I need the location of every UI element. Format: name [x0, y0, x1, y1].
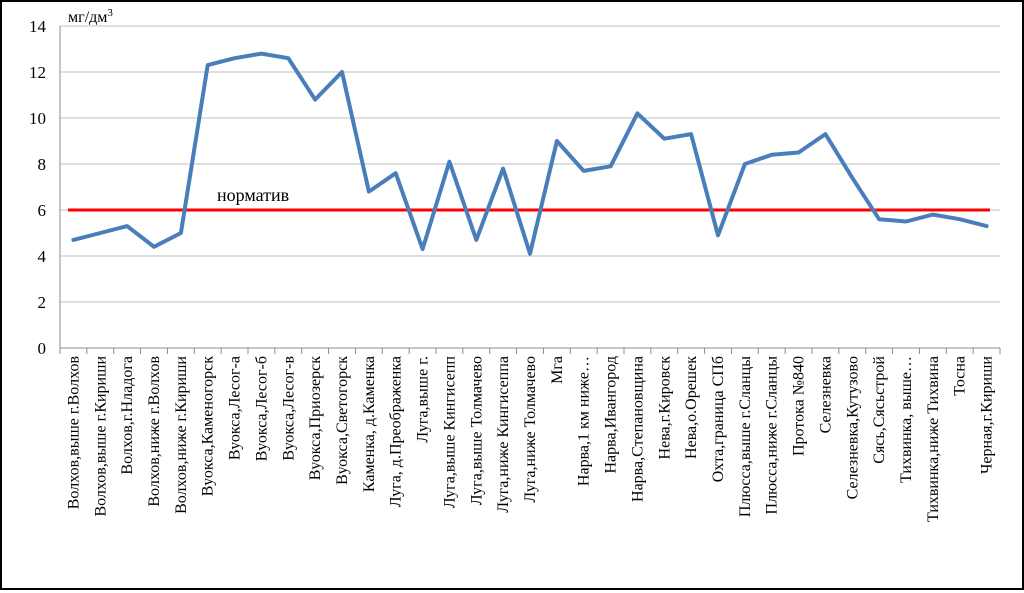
data-point [582, 169, 586, 173]
x-tick-label: Вуокса,Светогорск [334, 356, 351, 485]
x-tick-label: Нарва,Ивангород [603, 356, 620, 474]
x-tick-label: Вуокса,Каменогорск [200, 356, 217, 496]
y-tick-label: 2 [38, 293, 47, 312]
data-point [850, 176, 854, 180]
unit-label-text: мг/дм [68, 9, 107, 26]
data-point [179, 231, 183, 235]
data-point [716, 233, 720, 237]
x-tick-label: Волхов,выше г.Кириши [92, 356, 109, 517]
x-tick-label: Каменка, д.Каменка [361, 356, 378, 492]
x-tick-label: Мга [549, 356, 566, 384]
data-point [797, 151, 801, 154]
data-point [394, 171, 398, 175]
data-point [233, 56, 237, 60]
data-point [71, 238, 75, 242]
x-tick-label: Вуокса,Лесог-а [227, 356, 244, 460]
data-point [98, 231, 102, 235]
data-point [421, 247, 425, 251]
data-point [340, 70, 344, 74]
x-tick-label: Вуокса,Лесог-в [280, 356, 297, 461]
x-tick-label: Тихвинка, выше… [898, 356, 915, 483]
y-tick-label: 10 [29, 109, 46, 128]
x-tick-label: Волхов,ниже г.Волхов [146, 356, 163, 507]
x-tick-label: Луга,выше Кингисепп [441, 356, 458, 509]
x-tick-label: Нарва,1 км ниже… [576, 356, 593, 486]
y-tick-label: 12 [29, 63, 46, 82]
reference-line-label: норматив [217, 185, 289, 205]
data-point [313, 98, 317, 102]
x-tick-label: Луга,выше г. [415, 356, 432, 443]
data-point [904, 220, 908, 223]
data-point [286, 56, 290, 60]
x-tick-label: Селезневка [817, 356, 834, 433]
data-point [501, 167, 505, 171]
x-axis: Волхов,выше г.Волхов Волхов,выше г.Кириши… [59, 347, 1001, 522]
y-tick-label: 8 [38, 155, 47, 174]
y-tick-label: 0 [38, 339, 47, 358]
x-tick-label: Черная,г.Кириши [979, 356, 996, 474]
data-point [877, 217, 881, 221]
x-tick-label: Волхов,выше г.Волхов [65, 356, 82, 510]
x-tick-label: Нева,г.Кировск [656, 356, 673, 460]
x-tick-label: Селезневка,Кутузово [844, 356, 861, 499]
x-tick-label: Нарва,Степановщина [629, 356, 646, 502]
data-point [152, 245, 156, 249]
data-point [958, 217, 962, 221]
x-tick-label: Нева,о.Орешек [683, 356, 700, 459]
data-point [689, 132, 693, 136]
data-point [985, 224, 989, 228]
data-point [474, 238, 478, 242]
data-point [125, 224, 129, 228]
x-tick-label: Луга,ниже Кингисеппа [495, 356, 512, 513]
data-point [206, 63, 210, 67]
data-point [609, 164, 613, 168]
x-tick-label: Луга,выше Толмачево [468, 356, 485, 505]
x-tick-label: Плюсса,выше г.Сланцы [737, 356, 754, 517]
y-axis-unit-label: мг/дм3 [68, 7, 113, 26]
data-point [259, 52, 263, 56]
series-layer [71, 51, 989, 256]
unit-label-superscript: 3 [107, 7, 113, 19]
x-tick-label: Тихвинка,ниже Тихвина [925, 356, 942, 522]
x-tick-label: Тосна [952, 356, 969, 396]
x-tick-label: Охта,граница СПб [710, 356, 727, 482]
data-point [528, 252, 532, 256]
data-point [555, 139, 559, 143]
x-tick-label: Вуокса,Приозерск [307, 356, 324, 480]
y-axis: 0 2 4 6 8 10 12 14 [29, 17, 61, 358]
data-point [823, 132, 827, 136]
x-tick-label: Луга, д.Преображенка [388, 356, 405, 507]
data-point [635, 111, 639, 115]
series-line [71, 51, 989, 256]
data-point [770, 153, 774, 157]
data-point [931, 213, 935, 217]
data-point [367, 190, 371, 194]
data-point [662, 137, 666, 141]
y-tick-label: 6 [38, 201, 47, 220]
x-tick-label: Протока №840 [791, 356, 808, 456]
x-tick-label: Вуокса,Лесог-б [253, 356, 270, 461]
x-tick-label: Сясь,Сясьстрой [871, 356, 888, 464]
x-tick-label: Луга,ниже Толмачево [522, 356, 539, 503]
x-tick-label: Плюсса,ниже г.Сланцы [764, 356, 781, 515]
y-tick-label: 4 [38, 247, 47, 266]
data-point [447, 160, 451, 164]
x-tick-label: Волхов,ниже г.Кириши [173, 356, 190, 514]
x-tick-label: Волхов,г.Нладога [119, 356, 136, 475]
y-tick-label: 14 [29, 17, 47, 36]
data-point [743, 162, 747, 166]
reference-line: норматив [68, 185, 990, 212]
